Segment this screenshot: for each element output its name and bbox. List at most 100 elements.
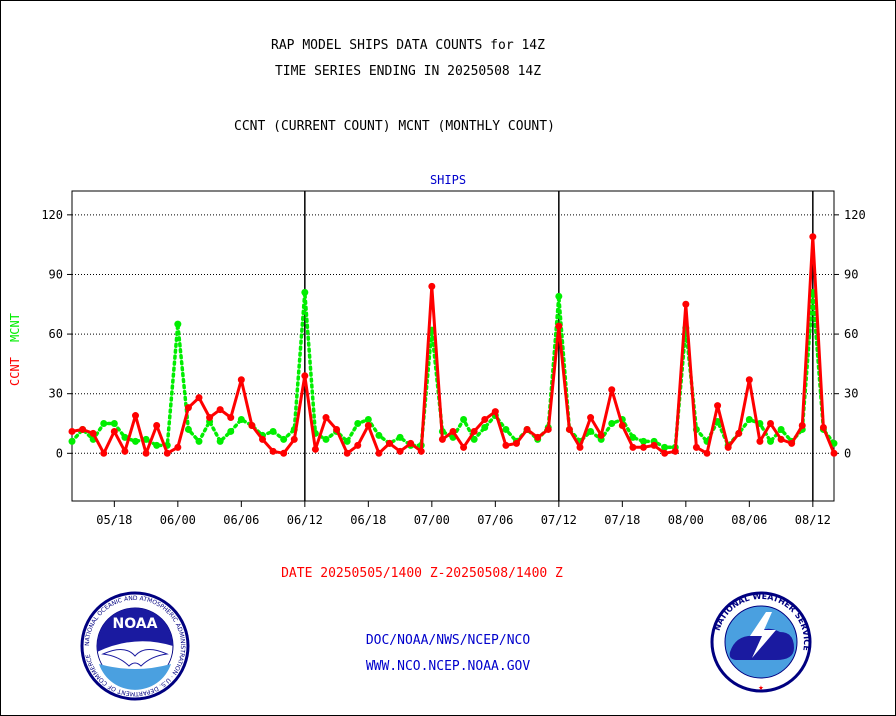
data-point-ccnt bbox=[587, 414, 595, 422]
plot-area bbox=[71, 190, 835, 502]
data-point-ccnt bbox=[618, 421, 626, 429]
x-tick-label: 08/12 bbox=[795, 513, 831, 527]
data-point-mcnt bbox=[269, 427, 277, 435]
data-point-ccnt bbox=[745, 376, 753, 384]
data-point-mcnt bbox=[184, 425, 192, 433]
data-point-ccnt bbox=[714, 402, 722, 410]
data-point-ccnt bbox=[491, 408, 499, 416]
data-point-mcnt bbox=[470, 435, 478, 443]
y-tick-label-left: 60 bbox=[49, 327, 63, 341]
y-tick-label-right: 90 bbox=[844, 267, 858, 281]
data-point-ccnt bbox=[333, 425, 341, 433]
data-point-ccnt bbox=[132, 412, 139, 420]
data-point-ccnt bbox=[428, 282, 436, 290]
data-point-ccnt bbox=[788, 439, 796, 447]
data-point-ccnt bbox=[100, 449, 108, 457]
data-point-ccnt bbox=[735, 429, 743, 437]
x-tick-label: 06/00 bbox=[160, 513, 196, 527]
data-point-ccnt bbox=[502, 441, 510, 449]
data-point-ccnt bbox=[597, 431, 605, 439]
org-line[interactable]: DOC/NOAA/NWS/NCEP/NCO bbox=[365, 633, 531, 648]
data-point-mcnt bbox=[460, 416, 468, 424]
data-point-mcnt bbox=[153, 441, 161, 449]
data-point-mcnt bbox=[142, 435, 150, 443]
x-tick-label: 07/00 bbox=[414, 513, 450, 527]
noaa-logo: NOAA NATIONAL OCEANIC AND ATMOSPHERIC AD… bbox=[80, 591, 190, 701]
data-point-ccnt bbox=[386, 439, 393, 447]
data-point-mcnt bbox=[343, 437, 351, 445]
data-point-ccnt bbox=[449, 427, 457, 435]
data-point-mcnt bbox=[301, 288, 309, 296]
data-point-ccnt bbox=[174, 443, 182, 451]
data-point-ccnt bbox=[121, 447, 129, 455]
data-point-ccnt bbox=[68, 427, 76, 435]
data-point-ccnt bbox=[89, 429, 97, 437]
y-tick-label-right: 30 bbox=[844, 387, 858, 401]
y-tick-label-right: 120 bbox=[844, 208, 866, 222]
data-point-mcnt bbox=[745, 416, 753, 424]
y-tick-label-right: 0 bbox=[844, 446, 851, 460]
data-point-mcnt bbox=[227, 427, 235, 435]
data-point-ccnt bbox=[650, 441, 658, 449]
x-tick-label: 08/06 bbox=[731, 513, 767, 527]
y-tick-label-left: 0 bbox=[56, 446, 63, 460]
ylabel-ccnt: CCNT bbox=[8, 357, 22, 386]
data-point-ccnt bbox=[269, 447, 277, 455]
data-point-mcnt bbox=[502, 425, 510, 433]
data-point-ccnt bbox=[470, 427, 478, 435]
panel-label: SHIPS bbox=[430, 173, 466, 187]
data-point-ccnt bbox=[79, 425, 87, 433]
data-point-ccnt bbox=[460, 443, 468, 451]
data-point-mcnt bbox=[354, 420, 362, 427]
data-point-mcnt bbox=[100, 420, 108, 427]
data-point-ccnt bbox=[767, 420, 774, 427]
data-point-ccnt bbox=[777, 435, 785, 443]
x-tick-label: 07/06 bbox=[477, 513, 513, 527]
data-point-ccnt bbox=[311, 445, 319, 453]
data-point-mcnt bbox=[767, 437, 774, 445]
data-point-ccnt bbox=[724, 443, 732, 451]
date-range-label: DATE 20250505/1400 Z-20250508/1400 Z bbox=[281, 566, 563, 581]
data-point-mcnt bbox=[481, 423, 489, 431]
data-point-ccnt bbox=[523, 425, 531, 433]
data-point-ccnt bbox=[142, 449, 150, 457]
data-point-mcnt bbox=[216, 437, 224, 445]
data-point-mcnt bbox=[375, 431, 383, 439]
data-point-mcnt bbox=[280, 435, 288, 443]
data-point-mcnt bbox=[629, 433, 637, 441]
data-point-ccnt bbox=[301, 372, 309, 380]
data-point-ccnt bbox=[629, 443, 637, 451]
x-tick-label: 06/06 bbox=[223, 513, 259, 527]
data-point-ccnt bbox=[322, 414, 330, 422]
data-point-ccnt bbox=[259, 435, 266, 443]
data-point-ccnt bbox=[534, 433, 542, 441]
nws-star-icon: ★ bbox=[758, 683, 764, 693]
data-point-ccnt bbox=[692, 443, 700, 451]
data-point-ccnt bbox=[703, 449, 711, 457]
data-point-ccnt bbox=[206, 414, 214, 422]
data-point-mcnt bbox=[587, 427, 595, 435]
data-point-ccnt bbox=[195, 394, 203, 402]
data-point-mcnt bbox=[121, 433, 129, 441]
data-point-ccnt bbox=[184, 404, 192, 412]
chart-subtitle: CCNT (CURRENT COUNT) MCNT (MONTHLY COUNT… bbox=[234, 119, 555, 134]
data-point-ccnt bbox=[407, 439, 415, 447]
data-point-ccnt bbox=[110, 427, 118, 435]
y-tick-label-left: 120 bbox=[41, 208, 63, 222]
data-point-ccnt bbox=[544, 425, 552, 433]
data-point-mcnt bbox=[174, 320, 182, 328]
data-point-ccnt bbox=[481, 416, 489, 424]
data-point-ccnt bbox=[396, 447, 404, 455]
data-point-ccnt bbox=[671, 447, 679, 455]
url-line[interactable]: WWW.NCO.NCEP.NOAA.GOV bbox=[365, 659, 531, 674]
data-point-ccnt bbox=[798, 421, 806, 429]
data-point-ccnt bbox=[576, 443, 584, 451]
x-tick-label: 08/00 bbox=[668, 513, 704, 527]
data-point-mcnt bbox=[608, 420, 616, 427]
data-point-ccnt bbox=[830, 449, 838, 457]
data-point-ccnt bbox=[163, 449, 171, 457]
y-tick-label-left: 30 bbox=[49, 387, 63, 401]
nws-logo: NATIONAL WEATHER SERVICE ★ bbox=[710, 591, 812, 693]
x-tick-label: 06/18 bbox=[350, 513, 386, 527]
data-point-ccnt bbox=[661, 449, 669, 457]
